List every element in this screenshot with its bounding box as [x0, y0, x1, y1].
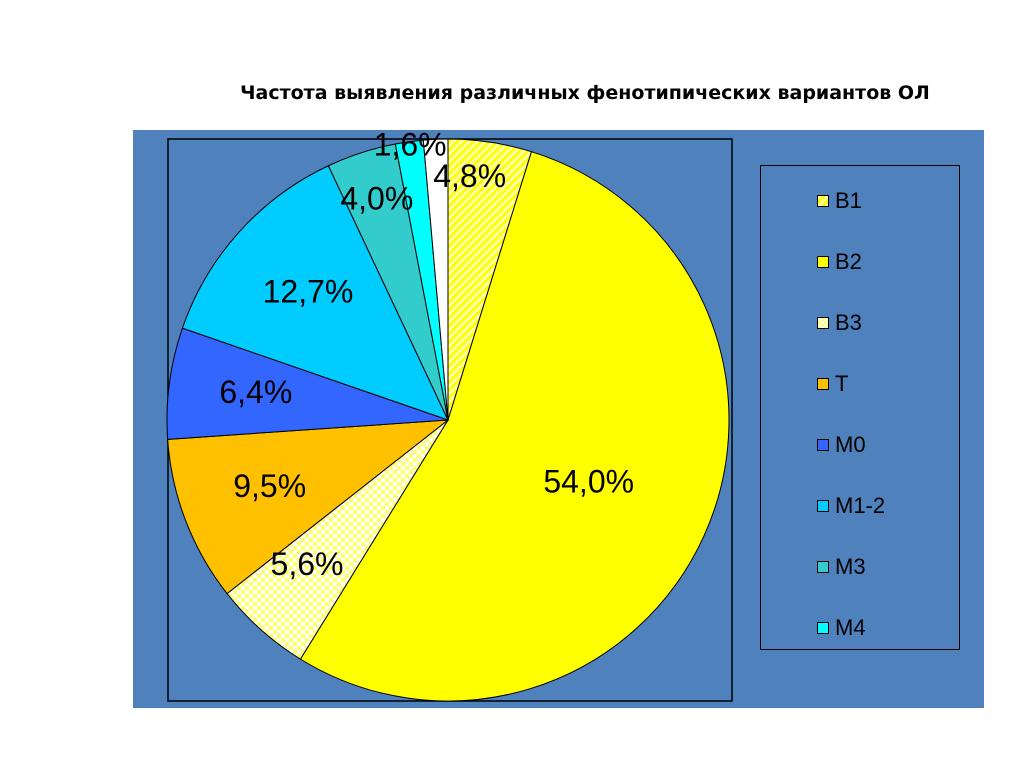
legend: B1 B2 B3 T M0 M1-2 M3 M4 [760, 165, 960, 650]
legend-label-m4: M4 [835, 615, 866, 640]
chart-area: 4,8% 54,0% 5,6% 9,5% 6,4% 12,7% 4,0% 1,6% B1 B2… [133, 130, 984, 708]
chart-title: Частота выявления различных фенотипическ… [240, 82, 930, 104]
pie-slice-b2 [299, 151, 730, 702]
legend-swatch-m0 [817, 439, 829, 451]
legend-swatch-b1 [817, 195, 829, 207]
legend-item-m3: M3 [817, 555, 866, 579]
pie-slice-other [422, 138, 449, 421]
pie-slice-t [167, 419, 450, 595]
legend-swatch-t [817, 378, 829, 390]
data-label-t: 9,5% [233, 468, 306, 504]
legend-label-m1-2: M1-2 [835, 493, 886, 518]
legend-label-m3: M3 [835, 554, 866, 579]
data-label-m3: 4,0% [340, 180, 413, 216]
data-label-b2: 54,0% [543, 463, 634, 499]
pie-slice-m1-2 [181, 165, 449, 421]
data-label-m4: 1,6% [374, 130, 447, 163]
legend-label-b2: B2 [835, 249, 862, 274]
legend-label-t: T [835, 371, 849, 396]
legend-item-t: T [817, 372, 848, 396]
legend-item-b1: B1 [817, 189, 862, 213]
legend-item-m4: M4 [817, 616, 866, 640]
legend-label-m0: M0 [835, 432, 866, 457]
data-label-m0: 6,4% [219, 374, 292, 410]
legend-item-b2: B2 [817, 250, 862, 274]
legend-item-b3: B3 [817, 311, 862, 335]
legend-item-m0: M0 [817, 433, 866, 457]
data-label-b1: 4,8% [433, 158, 506, 194]
legend-swatch-b3 [817, 317, 829, 329]
pie-chart: 4,8% 54,0% 5,6% 9,5% 6,4% 12,7% 4,0% 1,6% [166, 130, 733, 702]
pie-slice-m0 [166, 327, 449, 440]
legend-swatch-m3 [817, 561, 829, 573]
legend-swatch-m4 [817, 622, 829, 634]
data-label-m1-2: 12,7% [263, 274, 354, 310]
legend-item-m1-2: M1-2 [817, 494, 885, 518]
data-label-b3: 5,6% [271, 546, 344, 582]
legend-swatch-b2 [817, 256, 829, 268]
legend-label-b1: B1 [835, 188, 862, 213]
legend-swatch-m1-2 [817, 500, 829, 512]
legend-label-b3: B3 [835, 310, 862, 335]
